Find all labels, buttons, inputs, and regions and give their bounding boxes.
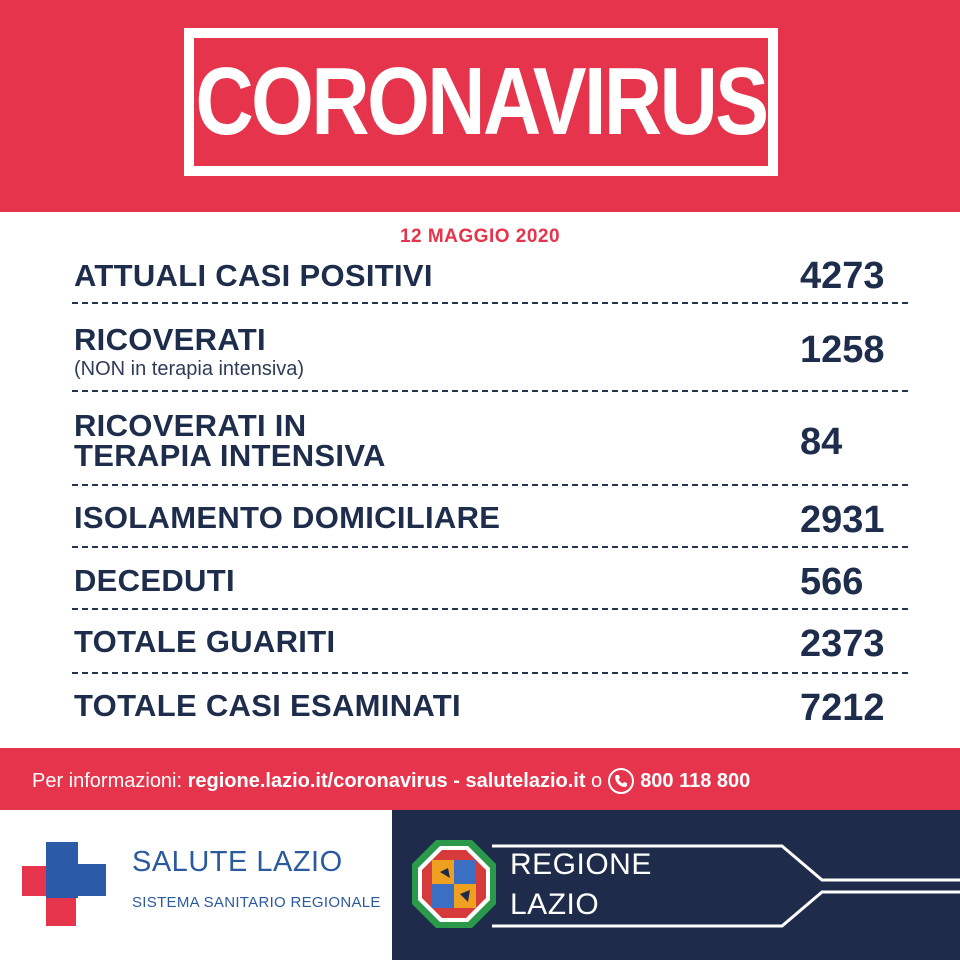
stat-value: 4273 [800, 255, 885, 297]
info-bar: Per informazioni: regione.lazio.it/coron… [0, 748, 960, 810]
page-title: CORONAVIRUS [195, 48, 769, 155]
info-link-salutelazio[interactable]: salutelazio.it [465, 770, 586, 792]
stat-value: 2373 [800, 623, 885, 665]
regione-title-line2: LAZIO [510, 888, 600, 921]
title-frame: CORONAVIRUS [184, 28, 778, 176]
stat-value: 2931 [800, 499, 885, 541]
health-cross-icon [22, 842, 106, 926]
header-banner: CORONAVIRUS [0, 0, 960, 212]
info-prefix: Per informazioni: [32, 770, 188, 792]
stat-label: TOTALE GUARITI [74, 624, 336, 659]
phone-icon [608, 768, 635, 794]
stat-row-totale-guariti: TOTALE GUARITI 2373 [72, 610, 908, 674]
report-date: 12 MAGGIO 2020 [399, 226, 561, 247]
info-or: o [585, 770, 603, 792]
info-text: Per informazioni: regione.lazio.it/coron… [32, 768, 750, 794]
regione-lazio-panel: REGIONE LAZIO [392, 810, 960, 960]
stat-label-line2: TERAPIA INTENSIVA [74, 438, 386, 473]
regione-decorative-lines [492, 844, 960, 928]
salute-lazio-title: SALUTE LAZIO [132, 846, 343, 878]
salute-lazio-subtitle: SISTEMA SANITARIO REGIONALE [132, 894, 381, 911]
stat-value: 566 [800, 561, 864, 603]
regione-title-line1: REGIONE [510, 848, 652, 881]
stat-row-terapia-intensiva: RICOVERATI IN TERAPIA INTENSIVA 84 [72, 392, 908, 486]
stat-label: ATTUALI CASI POSITIVI [74, 258, 433, 293]
regione-emblem-icon [412, 840, 496, 928]
stat-row-attuali-casi-positivi: ATTUALI CASI POSITIVI 4273 [72, 248, 908, 304]
info-link-regione[interactable]: regione.lazio.it/coronavirus [187, 770, 448, 792]
stat-label: TOTALE CASI ESAMINATI [74, 688, 461, 723]
stat-value: 84 [800, 421, 843, 463]
stat-row-isolamento-domiciliare: ISOLAMENTO DOMICILIARE 2931 [72, 486, 908, 548]
stat-value: 7212 [800, 687, 885, 729]
stat-label: ISOLAMENTO DOMICILIARE [74, 500, 501, 535]
stat-row-deceduti: DECEDUTI 566 [72, 548, 908, 610]
stat-row-totale-casi-esaminati: TOTALE CASI ESAMINATI 7212 [72, 674, 908, 738]
stats-table: ATTUALI CASI POSITIVI 4273 RICOVERATI (N… [72, 248, 908, 738]
salute-lazio-panel: SALUTE LAZIO SISTEMA SANITARIO REGIONALE [0, 810, 392, 960]
stat-sublabel: (NON in terapia intensiva) [74, 358, 305, 380]
info-separator: - [447, 770, 466, 792]
stat-label: DECEDUTI [74, 563, 235, 598]
stat-value: 1258 [800, 329, 885, 371]
stat-label: RICOVERATI [74, 322, 266, 357]
stat-row-ricoverati: RICOVERATI (NON in terapia intensiva) 12… [72, 304, 908, 392]
stat-label: RICOVERATI IN [74, 408, 307, 443]
info-phone-number[interactable]: 800 118 800 [640, 770, 751, 792]
